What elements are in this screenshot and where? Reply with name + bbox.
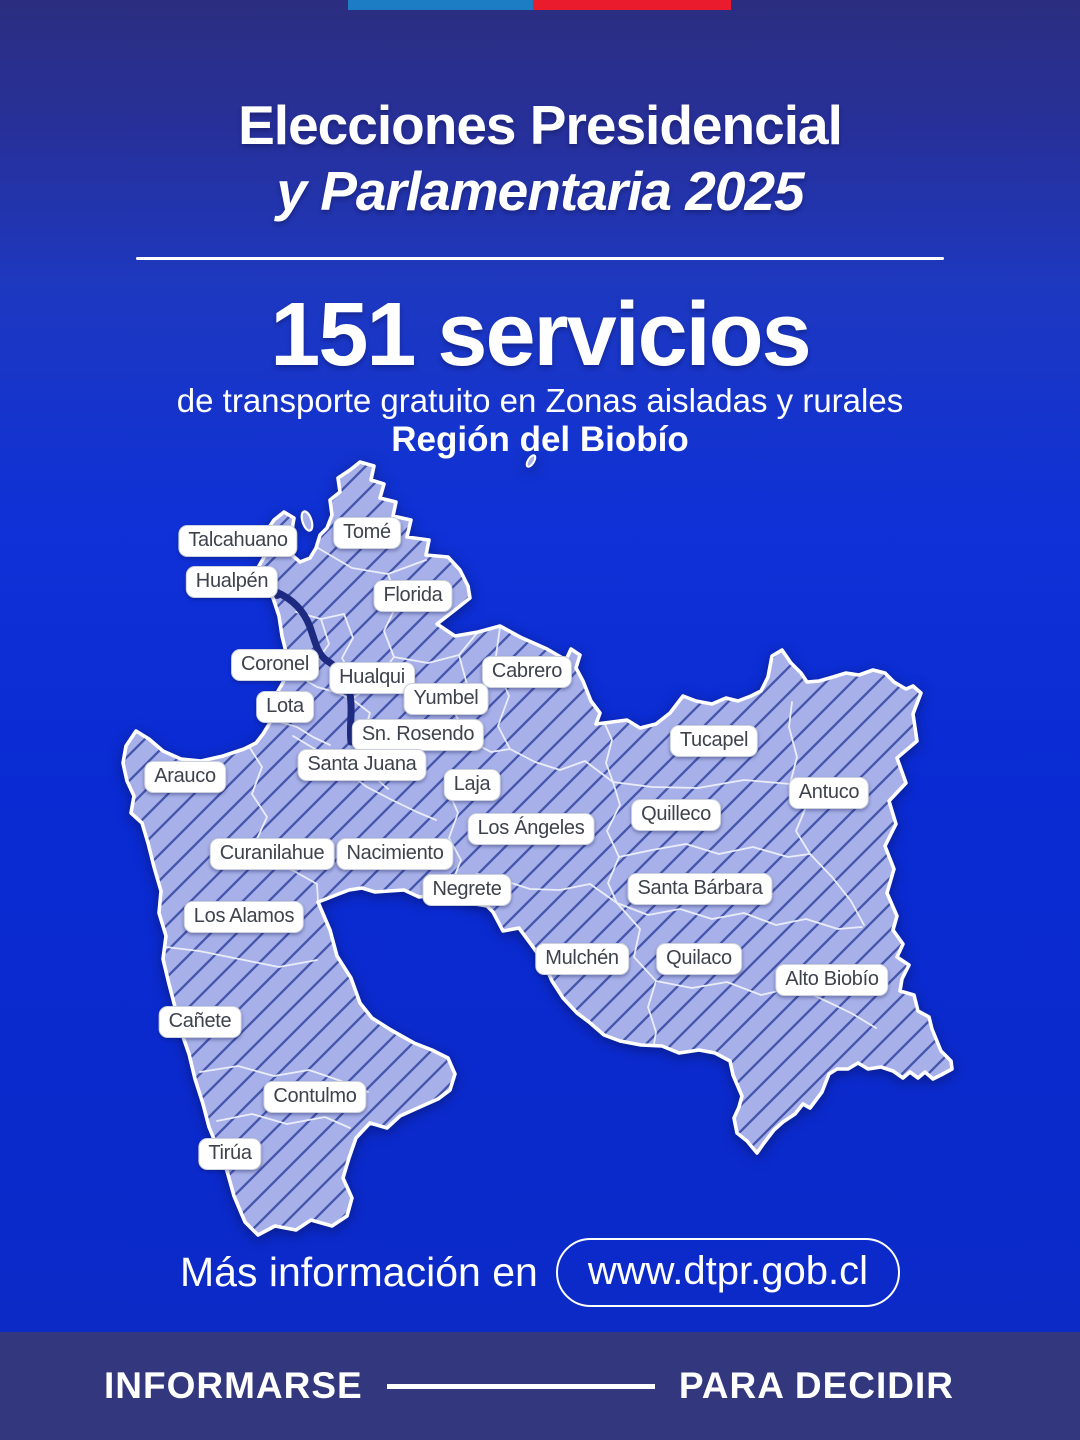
gov-flag-bar	[348, 0, 731, 10]
flag-red-segment	[533, 0, 731, 10]
footer-left-text: INFORMARSE	[104, 1365, 363, 1406]
region-title: Región del Biobío	[391, 420, 689, 459]
more-info-row: Más información en www.dtpr.gob.cl	[0, 1238, 1080, 1307]
more-info-text: Más información en	[180, 1249, 538, 1295]
flag-blue-segment	[348, 0, 533, 10]
services-subtitle: de transporte gratuito en Zonas aisladas…	[176, 382, 904, 419]
footer-right-text: PARA DECIDIR	[678, 1365, 954, 1406]
title-line-1: Elecciones Presidencial	[238, 94, 843, 156]
footer-bar: INFORMARSE PARA DECIDIR	[0, 1332, 1080, 1440]
page-title: Elecciones Presidencial y Parlamentaria …	[0, 92, 1080, 224]
website-url-pill: www.dtpr.gob.cl	[555, 1238, 900, 1307]
islands	[300, 454, 537, 532]
region-shape	[121, 454, 954, 1237]
title-line-2: y Parlamentaria 2025	[276, 160, 804, 222]
footer-divider-line	[386, 1383, 655, 1389]
title-divider	[136, 257, 944, 260]
services-headline: 151 servicios	[270, 285, 811, 385]
